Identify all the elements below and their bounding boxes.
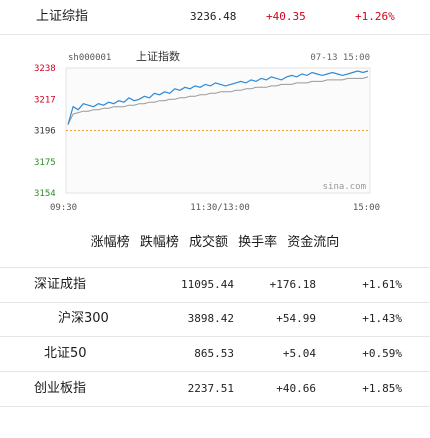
chart-svg: sh000001 上证指数 07-13 15:00 sina.com 32383… <box>34 49 380 213</box>
tab-losers[interactable]: 跌幅榜 <box>139 235 179 250</box>
chart-datetime: 07-13 15:00 <box>310 53 370 63</box>
list-item-price: 11095.44 <box>181 278 234 291</box>
list-item-pct: +1.85% <box>362 382 402 395</box>
x-tick-label: 11:30/13:00 <box>190 203 250 213</box>
list-item-name: 北证50 <box>44 346 87 361</box>
y-ticks: 3238 3217 3196 3175 3154 <box>34 64 56 199</box>
list-item-change: +176.18 <box>269 278 316 291</box>
tab-turnover-amount[interactable]: 成交额 <box>188 235 228 250</box>
tab-gainers[interactable]: 涨幅榜 <box>90 235 130 250</box>
list-item[interactable]: 深证成指 11095.44 +176.18 +1.61% <box>0 267 430 303</box>
index-price: 3236.48 <box>190 10 237 23</box>
watermark: sina.com <box>323 182 366 192</box>
price-line <box>67 70 369 125</box>
avg-price-line <box>67 76 369 125</box>
index-change: +40.35 <box>266 10 306 23</box>
y-tick-label: 3154 <box>34 189 56 199</box>
chart-code: sh000001 <box>68 53 111 63</box>
header-index-row[interactable]: 上证综指 3236.48 +40.35 +1.26% <box>0 0 430 35</box>
y-tick-label: 3175 <box>34 158 56 168</box>
y-tick-label: 3238 <box>34 64 56 74</box>
list-item[interactable]: 北证50 865.53 +5.04 +0.59% <box>0 337 430 372</box>
list-item-pct: +1.61% <box>362 278 402 291</box>
intraday-chart[interactable]: sh000001 上证指数 07-13 15:00 sina.com 3238 3… <box>0 40 430 220</box>
rank-tabs: 涨幅榜 跌幅榜 成交额 换手率 资金流向 <box>0 231 430 253</box>
list-item-name: 深证成指 <box>34 277 87 292</box>
chart-title: 上证指数 <box>136 49 180 63</box>
x-ticks: 09:30 11:30/13:00 15:00 <box>50 203 380 213</box>
list-item-pct: +1.43% <box>362 312 402 325</box>
list-item-name: 创业板指 <box>34 381 87 396</box>
x-tick-label: 09:30 <box>50 203 77 213</box>
tab-money-flow[interactable]: 资金流向 <box>287 235 340 250</box>
list-item[interactable]: 创业板指 2237.51 +40.66 +1.85% <box>0 372 430 407</box>
list-item-change: +5.04 <box>282 347 316 360</box>
tab-turnover-rate[interactable]: 换手率 <box>238 235 278 250</box>
list-item-pct: +0.59% <box>362 347 402 360</box>
list-item-name: 沪深300 <box>58 311 109 326</box>
list-item-price: 3898.42 <box>187 312 234 325</box>
list-item[interactable]: 沪深300 3898.42 +54.99 +1.43% <box>0 302 430 337</box>
list-item-price: 2237.51 <box>187 382 234 395</box>
list-item-change: +54.99 <box>276 312 316 325</box>
index-pct: +1.26% <box>355 10 395 23</box>
x-tick-label: 15:00 <box>353 203 380 213</box>
y-tick-label: 3196 <box>34 127 56 137</box>
index-name: 上证综指 <box>36 9 89 24</box>
list-item-change: +40.66 <box>276 382 316 395</box>
list-item-price: 865.53 <box>194 347 234 360</box>
y-tick-label: 3217 <box>34 95 56 105</box>
